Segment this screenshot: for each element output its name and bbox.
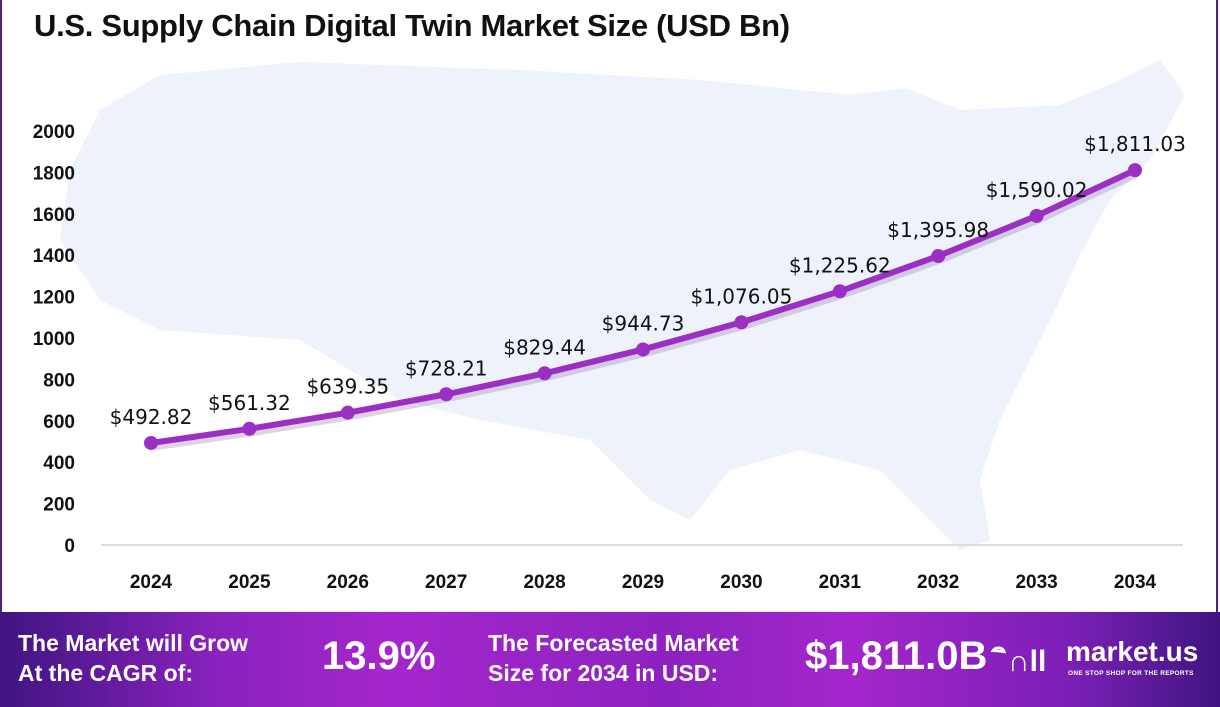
forecast-value: $1,811.0B [805,634,988,678]
y-tick-label: 400 [43,453,75,474]
data-point [1128,163,1142,178]
data-point [832,284,847,299]
forecast-label: The Forecasted Market Size for 2034 in U… [488,628,739,688]
data-point [734,315,749,330]
data-label: $1,811.03 [1084,132,1186,156]
data-label: $1,225.62 [789,253,891,277]
data-label: $829.44 [503,335,586,359]
y-tick-label: 0 [64,536,75,557]
x-tick-label: 2027 [425,572,467,593]
data-point [931,249,946,264]
x-tick-label: 2024 [130,572,173,593]
x-tick-label: 2028 [523,572,565,593]
data-label: $944.73 [602,311,685,335]
data-point [144,435,158,450]
data-point [242,421,257,436]
forecast-label-line1: The Forecasted Market [488,630,739,656]
x-tick-label: 2032 [917,572,959,593]
data-label: $1,590.02 [986,178,1088,202]
x-tick-label: 2033 [1015,572,1057,593]
data-point [439,387,454,402]
cagr-label-line1: The Market will Grow [18,630,249,656]
forecast-label-line2: Size for 2034 in USD: [488,660,719,686]
brand-logo-icon: ิ∩ll [1008,645,1047,678]
cagr-value: 13.9% [322,634,436,678]
x-tick-label: 2026 [327,572,369,593]
x-tick-label: 2031 [819,572,862,593]
data-point [537,366,552,381]
x-tick-label: 2030 [720,572,762,593]
line-chart: 0 200 400 600 800 1000 1200 1400 1600 1800 2000 202… [33,60,1186,593]
y-tick-label: 1200 [33,288,75,309]
y-tick-label: 1000 [33,329,75,350]
y-tick-label: 800 [43,370,75,391]
y-tick-label: 1400 [33,246,75,267]
x-tick-label: 2025 [228,572,271,593]
data-label: $1,395.98 [887,218,989,242]
chart-frame [0,0,1218,612]
y-tick-label: 600 [43,412,75,433]
data-label: $492.82 [110,405,193,429]
cagr-label-line2: At the CAGR of: [18,660,194,686]
y-tick-label: 2000 [33,122,75,143]
y-tick-label: 1800 [33,163,75,184]
data-label: $1,076.05 [691,284,793,308]
x-tick-label: 2029 [622,572,664,593]
data-label: $728.21 [405,356,488,380]
brand-tagline: ONE STOP SHOP FOR THE REPORTS [1068,670,1194,677]
chart-title: U.S. Supply Chain Digital Twin Market Si… [34,8,790,43]
footer-banner: The Market will Grow At the CAGR of: 13.… [0,612,1220,707]
y-tick-label: 200 [43,495,75,516]
data-point [340,405,355,420]
data-point [636,342,650,357]
brand-name: market.us [1066,636,1199,667]
data-label: $639.35 [306,375,389,399]
data-label: $561.32 [208,391,291,415]
x-tick-label: 2034 [1114,572,1157,593]
cagr-label: The Market will Grow At the CAGR of: [18,628,248,688]
us-map-silhouette [60,60,1185,550]
y-tick-label: 1600 [33,205,75,226]
data-point [1029,208,1044,223]
